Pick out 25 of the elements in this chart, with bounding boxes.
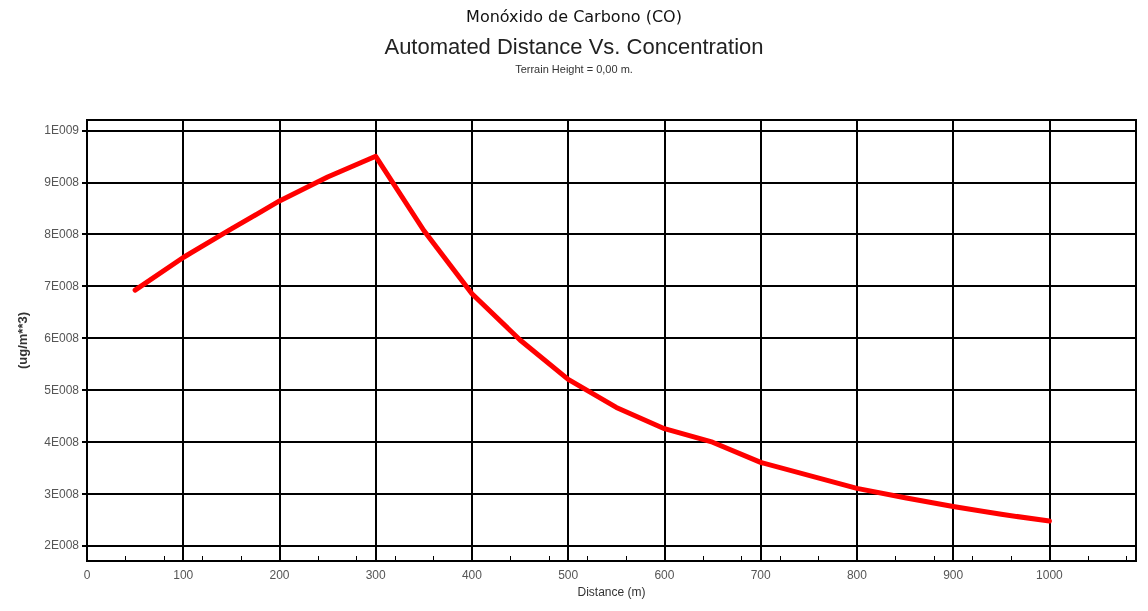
y-tick-label: 1E009 bbox=[44, 123, 80, 138]
y-tick-label: 5E008 bbox=[44, 382, 80, 397]
chart-subtitle: Terrain Height = 0,00 m. bbox=[515, 62, 633, 75]
y-tick-label: 8E008 bbox=[44, 227, 80, 242]
chart-title: Automated Distance Vs. Concentration bbox=[384, 33, 764, 59]
x-tick-label: 400 bbox=[461, 568, 483, 582]
x-tick-label: 200 bbox=[269, 568, 290, 582]
x-tick-label: 500 bbox=[558, 568, 579, 582]
x-tick-label: 1000 bbox=[1036, 568, 1064, 582]
x-tick-label: 300 bbox=[365, 568, 387, 582]
y-tick-label: 9E008 bbox=[44, 175, 80, 190]
y-tick-label: 7E008 bbox=[44, 279, 80, 294]
y-tick-label: 3E008 bbox=[44, 486, 80, 501]
y-tick-label: 4E008 bbox=[44, 434, 80, 449]
y-axis-title: (ug/m**3) bbox=[15, 311, 30, 370]
x-tick-label: 700 bbox=[750, 568, 771, 582]
x-tick-label: 0 bbox=[83, 568, 91, 582]
x-tick-label: 900 bbox=[943, 568, 964, 582]
text: Monóxido de Carbono (CO) bbox=[466, 6, 682, 26]
x-axis-title: Distance (m) bbox=[577, 584, 646, 599]
x-tick-label: 600 bbox=[654, 568, 675, 582]
x-tick-label: 800 bbox=[846, 568, 868, 582]
y-tick-label: 2E008 bbox=[44, 538, 80, 553]
y-tick-label: 6E008 bbox=[44, 330, 80, 345]
x-tick-label: 100 bbox=[173, 568, 194, 582]
